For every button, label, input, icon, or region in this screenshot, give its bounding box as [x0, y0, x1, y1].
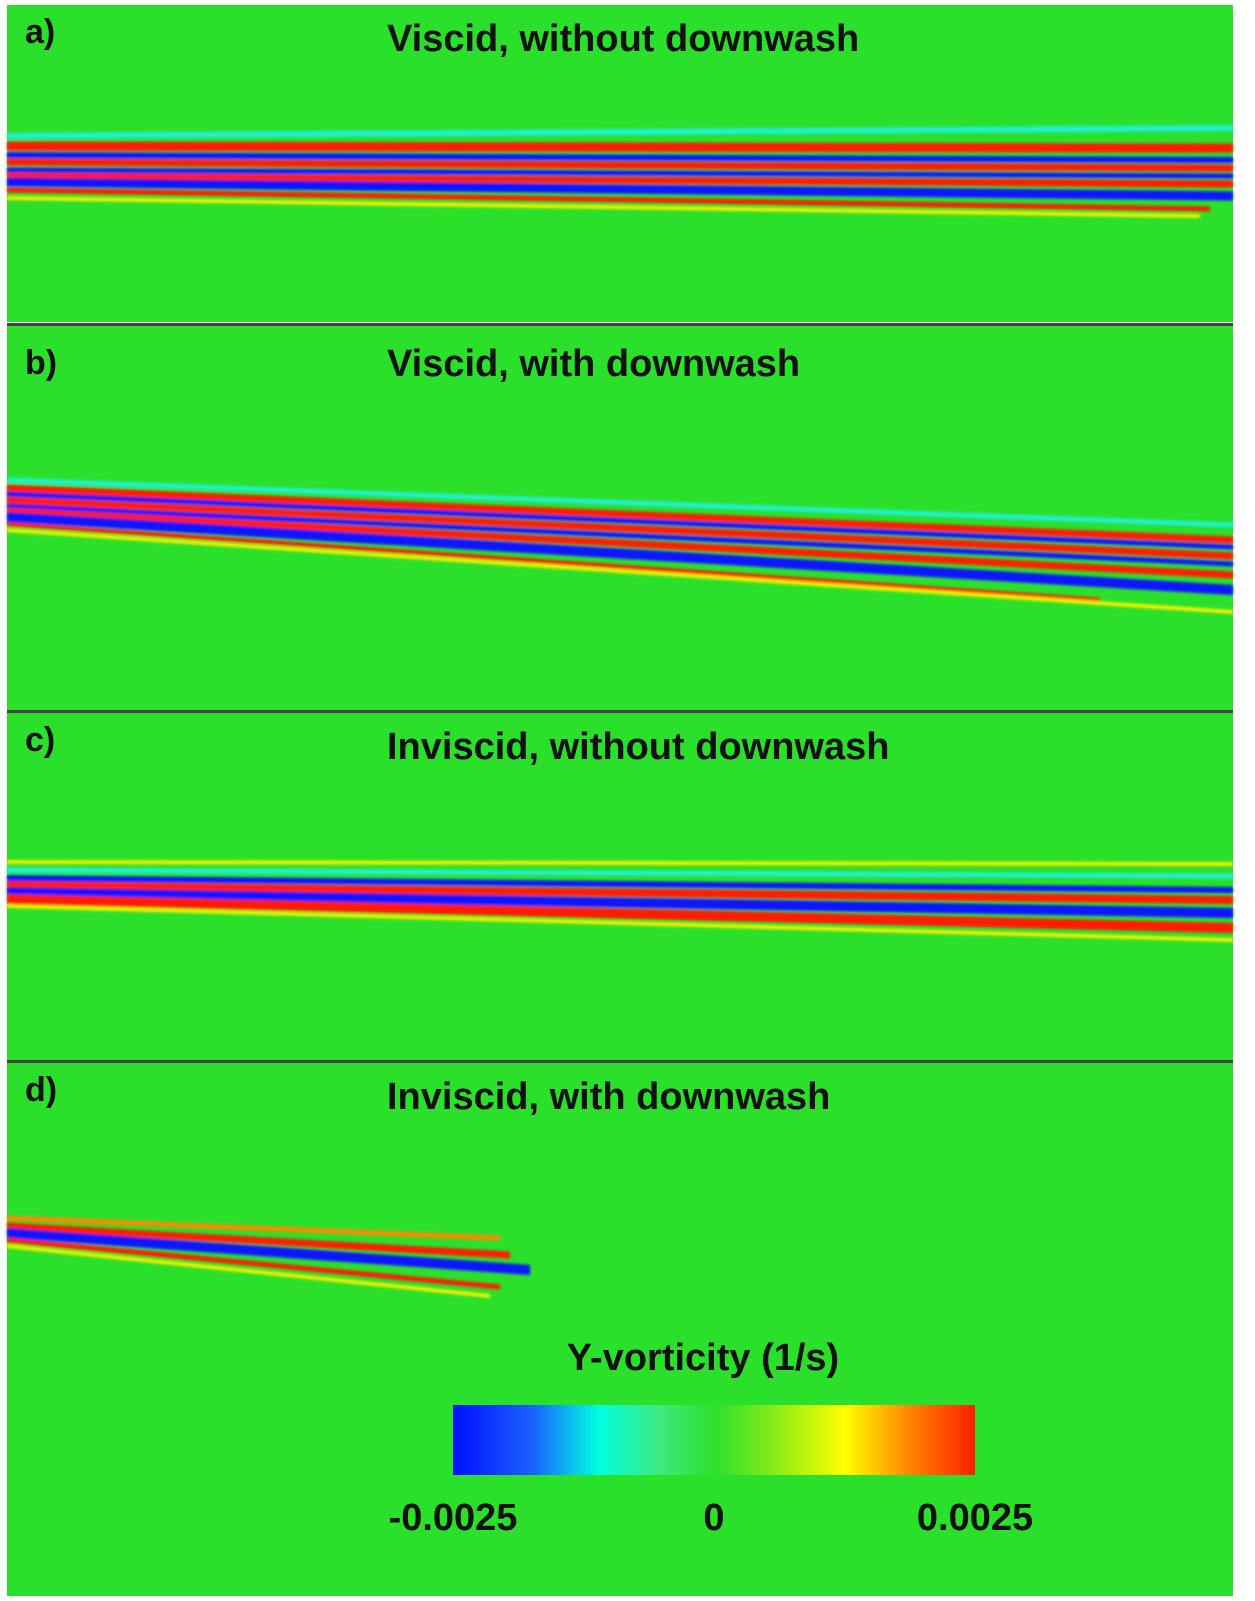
panels: a) Viscid, without downwash b) Viscid, with… — [7, 5, 1233, 1596]
panel-label: a) — [25, 13, 55, 51]
vortex-band — [7, 522, 1100, 602]
vortex-band — [7, 177, 1233, 201]
vortex-bands — [7, 1215, 530, 1298]
panel: b) Viscid, with downwash — [7, 323, 1233, 710]
panel-title: Inviscid, with downwash — [387, 1076, 830, 1118]
vortex-band — [7, 1244, 490, 1298]
colorbar-gradient — [453, 1405, 975, 1475]
vortex-band — [7, 1215, 500, 1241]
vortex-band — [7, 512, 1233, 595]
vortex-band — [7, 507, 1233, 579]
vortex-band — [7, 860, 1233, 866]
vortex-band — [7, 881, 1233, 904]
vortex-band — [7, 503, 1233, 567]
panel: c) Inviscid, without downwash — [7, 710, 1233, 1060]
vortex-band — [7, 887, 1233, 918]
vortex-band — [7, 158, 1233, 172]
vortex-band — [7, 484, 1233, 544]
vortex-band — [7, 496, 1233, 560]
vortex-band — [7, 491, 1233, 550]
vortex-bands — [7, 125, 1233, 218]
vortex-band — [7, 875, 1233, 893]
colorbar-title: Y-vorticity (1/s) — [567, 1337, 839, 1379]
colorbar: Y-vorticity (1/s) -0.0025 0 0.0025 — [389, 1337, 1034, 1539]
vortex-band — [7, 1222, 510, 1259]
vortex-band — [7, 141, 1233, 153]
separator — [7, 1060, 1233, 1063]
colorbar-tick-label: 0.0025 — [917, 1497, 1033, 1539]
colorbar-tick-label: -0.0025 — [389, 1497, 518, 1539]
vortex-band — [7, 1237, 500, 1290]
panel: d) Inviscid, with downwash — [7, 1060, 1233, 1596]
separator — [7, 710, 1233, 713]
panel-label: b) — [25, 344, 57, 382]
panel-title: Viscid, without downwash — [387, 18, 859, 60]
panel-field — [7, 1063, 1233, 1596]
panel-label: d) — [25, 1071, 57, 1109]
vortex-bands — [7, 477, 1233, 614]
panel: a) Viscid, without downwash — [7, 5, 1233, 322]
vortex-band — [7, 867, 1233, 879]
vortex-band — [7, 172, 1233, 188]
panel-title: Inviscid, without downwash — [387, 726, 889, 768]
vortex-band — [7, 904, 1233, 942]
vortex-band — [7, 125, 1233, 139]
vortex-band — [7, 528, 1233, 614]
panel-label: c) — [25, 721, 55, 759]
vortex-bands — [7, 860, 1233, 942]
colorbar-tick-label: 0 — [703, 1497, 724, 1539]
vortex-band — [7, 187, 1210, 212]
vortex-band — [7, 894, 1233, 933]
vortex-band — [7, 196, 1200, 218]
separator — [7, 323, 1233, 326]
vortex-band — [7, 167, 1233, 179]
vortex-band — [7, 477, 1233, 528]
vortex-band — [7, 1228, 530, 1275]
vortex-band — [7, 152, 1233, 163]
panel-title: Viscid, with downwash — [387, 343, 800, 385]
